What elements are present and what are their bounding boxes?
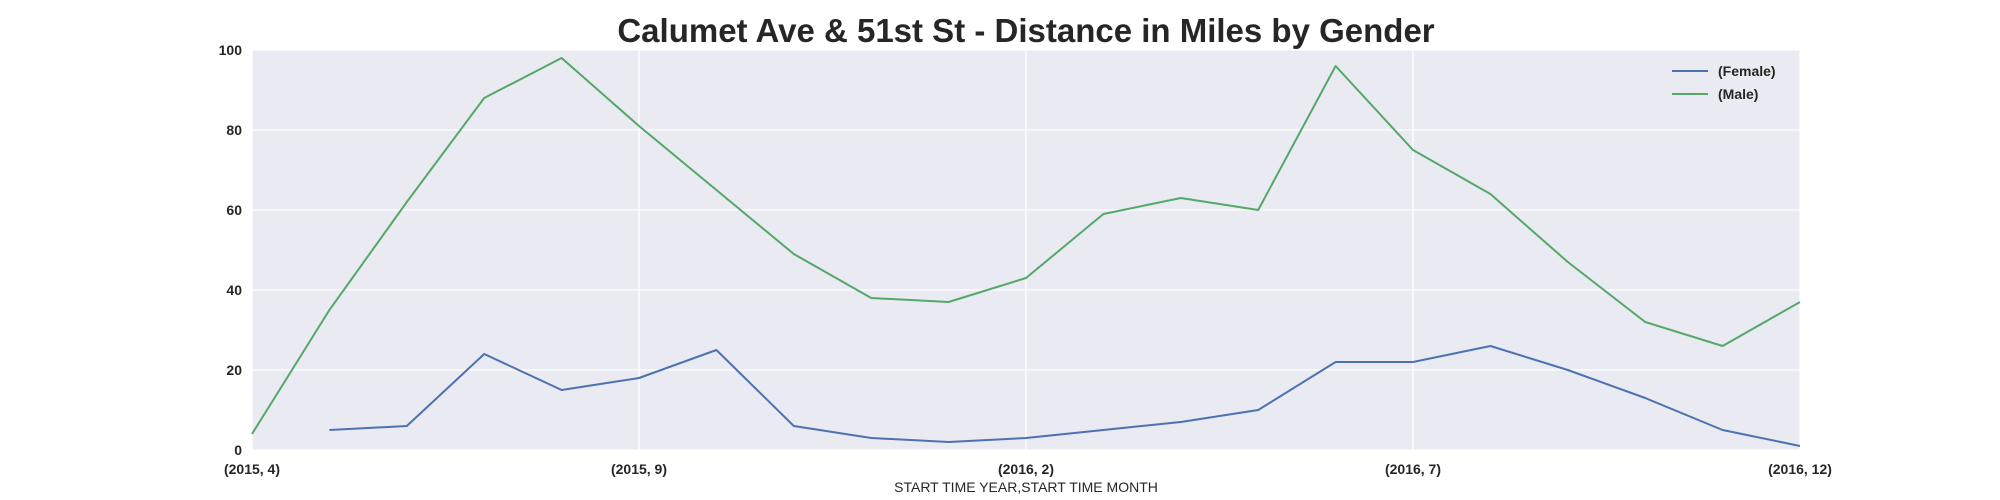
y-tick-label: 100 — [219, 42, 243, 58]
series-lines — [251, 57, 1801, 447]
x-axis-label: START TIME YEAR,START TIME MONTH — [894, 479, 1158, 495]
legend: (Female) (Male) — [1672, 63, 1776, 102]
legend-label-male: (Male) — [1718, 86, 1758, 102]
y-tick-label: 80 — [226, 122, 242, 138]
series-line-male — [251, 57, 1801, 435]
y-tick-label: 20 — [226, 362, 242, 378]
x-tick-label: (2015, 9) — [611, 461, 667, 477]
legend-label-female: (Female) — [1718, 63, 1776, 79]
x-tick-label: (2015, 4) — [224, 461, 280, 477]
y-tick-labels: 0 20 40 60 80 100 — [219, 42, 243, 458]
grid-lines — [251, 49, 1801, 451]
x-tick-label: (2016, 7) — [1385, 461, 1441, 477]
y-tick-label: 40 — [226, 282, 242, 298]
x-tick-labels: (2015, 4) (2015, 9) (2016, 2) (2016, 7) (201… — [224, 461, 1832, 477]
y-tick-label: 0 — [234, 442, 242, 458]
x-tick-label: (2016, 12) — [1768, 461, 1832, 477]
y-tick-label: 60 — [226, 202, 242, 218]
series-line-female — [329, 345, 1801, 447]
chart-title: Calumet Ave & 51st St - Distance in Mile… — [617, 12, 1434, 49]
x-tick-label: (2016, 2) — [998, 461, 1054, 477]
